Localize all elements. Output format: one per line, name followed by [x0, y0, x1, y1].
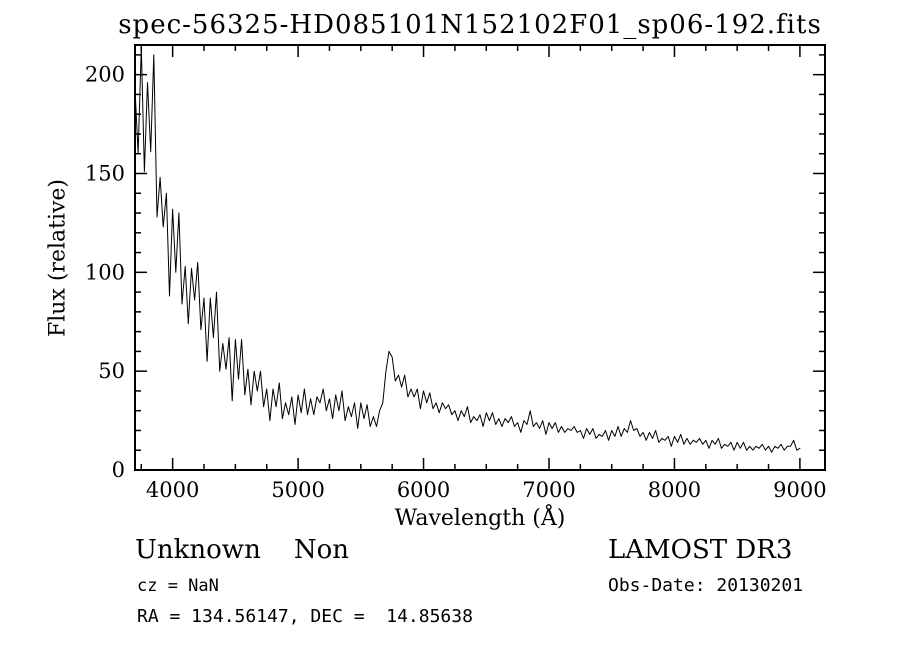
spectrum-line	[134, 46, 801, 453]
plot-frame	[134, 44, 826, 471]
cz-value-text: cz = NaN	[137, 576, 219, 596]
chart-title: spec-56325-HD085101N152102F01_sp06-192.f…	[118, 10, 822, 40]
tick-labels: 4000 5000 6000 7000 8000 9000 0 50 100 150 200	[85, 63, 827, 502]
survey-release-text: LAMOST DR3	[608, 535, 793, 565]
axis-ticks	[135, 45, 825, 471]
y-tick-label: 50	[98, 359, 125, 383]
x-tick-label: 7000	[522, 478, 575, 502]
y-axis-label: Flux (relative)	[45, 178, 71, 338]
y-tick-label: 100	[85, 260, 125, 284]
x-tick-label: 6000	[397, 478, 450, 502]
x-tick-label: 9000	[773, 478, 826, 502]
obs-date-text: Obs-Date: 20130201	[608, 575, 804, 596]
x-tick-label: 5000	[271, 478, 324, 502]
x-tick-label: 8000	[648, 478, 701, 502]
ra-dec-text: RA = 134.56147, DEC = 14.85638	[137, 606, 473, 627]
y-tick-label: 200	[85, 63, 125, 87]
y-tick-label: 0	[112, 458, 125, 482]
classification-text: Unknown Non	[135, 535, 350, 565]
y-tick-label: 150	[85, 161, 125, 185]
x-axis-label: Wavelength (Å)	[394, 506, 566, 531]
x-tick-label: 4000	[146, 478, 199, 502]
